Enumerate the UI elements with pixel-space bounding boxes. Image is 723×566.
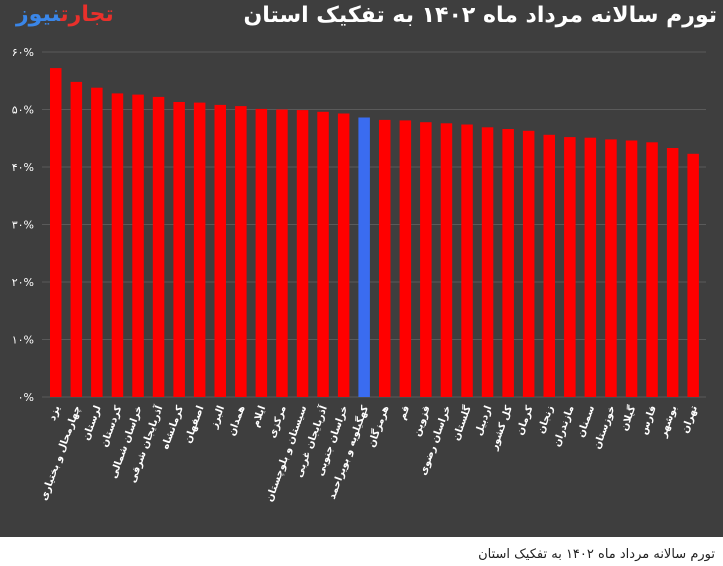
x-tick-label: ایلام [250, 404, 268, 429]
x-tick-label: بوشهر [658, 404, 680, 439]
bar [461, 124, 473, 397]
bar [440, 123, 453, 398]
x-tick-label: گلستان [449, 403, 474, 442]
bar [605, 139, 617, 397]
bar [564, 137, 576, 397]
bar [111, 93, 124, 398]
y-tick-label: ۲۰% [12, 276, 34, 289]
x-tick-label: یزد [47, 404, 63, 422]
bar [543, 134, 555, 398]
bar [522, 130, 535, 398]
bar [337, 113, 350, 397]
x-tick-label: همدان [227, 404, 248, 437]
bar [646, 142, 658, 397]
x-tick-label: زنجان [536, 404, 556, 435]
y-tick-label: ۶۰% [12, 46, 34, 59]
x-tick-label: فارس [638, 404, 659, 436]
y-tick-label: ۰% [18, 391, 34, 404]
bar [276, 109, 288, 397]
y-tick-label: ۳۰% [12, 219, 34, 232]
y-tick-label: ۵۰% [12, 104, 34, 117]
highlighted-bar [358, 117, 370, 397]
x-tick-label: مرکزی [267, 404, 289, 439]
logo-part-2: نیوز [16, 2, 61, 27]
x-tick-label: سمنان [576, 404, 598, 439]
figure-caption: تورم سالانه مرداد ماه ۱۴۰۲ به تفکیک استا… [478, 547, 715, 562]
x-tick-label: کرمان [515, 404, 536, 437]
x-tick-label: مازندران [552, 404, 577, 448]
y-tick-label: ۴۰% [12, 161, 34, 174]
x-tick-label: گیلان [617, 403, 638, 432]
bar [296, 110, 309, 397]
x-tick-label: اردبیل [473, 404, 494, 437]
x-tick-label: قزوین [412, 404, 433, 438]
bar [420, 122, 432, 397]
bar [152, 96, 165, 398]
x-tick-label: البرز [208, 404, 227, 431]
bar [50, 68, 62, 397]
bar [625, 140, 638, 397]
logo-part-1: تجارت [60, 2, 114, 27]
bar [193, 102, 206, 397]
y-tick-label: ۱۰% [12, 334, 34, 347]
bar [399, 120, 412, 398]
x-tick-label: اصفهان [183, 404, 207, 445]
bar [214, 104, 226, 398]
x-tick-label: قم [397, 404, 412, 421]
publisher-logo: تجارتنیوز [16, 2, 114, 27]
bar [132, 94, 144, 397]
bar [70, 81, 83, 398]
chart-figure: تورم سالانه مرداد ماه ۱۴۰۲ به تفکیک استا… [0, 0, 723, 537]
bar [317, 111, 329, 398]
x-tick-label: چهارمحال و بختیاری [39, 404, 84, 502]
bar [584, 137, 597, 397]
bar [687, 153, 699, 397]
bar [91, 87, 103, 397]
bar [173, 102, 185, 397]
bar [255, 108, 268, 398]
bar [481, 127, 494, 398]
bar [379, 119, 391, 398]
x-tick-label: لرستان [81, 404, 104, 442]
chart-title: تورم سالانه مرداد ماه ۱۴۰۲ به تفکیک استا… [243, 3, 717, 28]
x-tick-label: تهران [680, 404, 700, 435]
bar [502, 129, 514, 397]
bar [666, 148, 679, 397]
chart-header: تورم سالانه مرداد ماه ۱۴۰۲ به تفکیک استا… [0, 0, 723, 40]
bar [235, 106, 247, 397]
